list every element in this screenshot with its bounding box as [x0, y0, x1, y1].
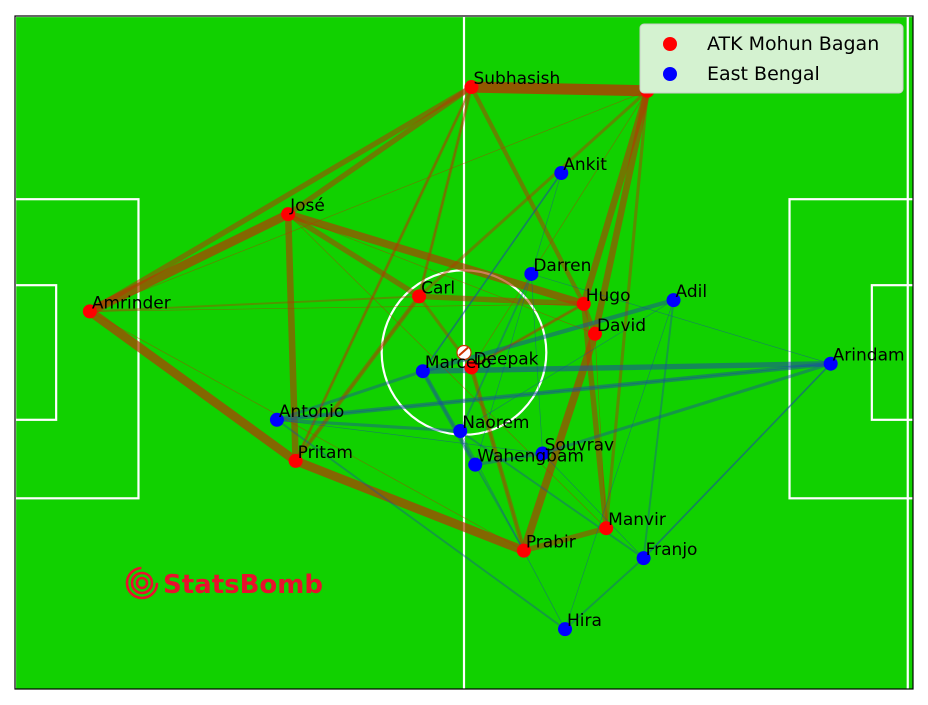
player-label: Hira	[567, 611, 602, 631]
legend-marker	[663, 67, 677, 81]
player-label: Marcelo	[425, 353, 492, 373]
player-label: Antonio	[279, 402, 344, 422]
player-label: Manvir	[608, 510, 666, 530]
player-label: Arindam	[833, 346, 905, 366]
player-label: David	[597, 316, 646, 336]
player-label: Darren	[533, 256, 591, 276]
legend-label: East Bengal	[707, 63, 820, 85]
player-label: Carl	[421, 278, 455, 298]
player-label: Ankit	[563, 155, 607, 175]
legend-label: ATK Mohun Bagan	[707, 33, 879, 55]
legend-marker	[663, 37, 677, 51]
player-label: Wahengbam	[477, 447, 584, 467]
player-label: José	[289, 196, 325, 216]
player-label: Hugo	[586, 286, 631, 306]
player-label: Franjo	[646, 540, 698, 560]
player-label: Prabir	[526, 533, 576, 553]
legend: ATK Mohun Bagan East Bengal	[640, 24, 903, 93]
statsbomb-logo-text: StatsBomb	[163, 570, 323, 600]
player-label: Amrinder	[92, 293, 171, 313]
player-label: Adil	[676, 282, 708, 302]
player-label: Subhasish	[473, 69, 560, 89]
player-label: Pritam	[298, 443, 353, 463]
player-label: Naorem	[462, 413, 529, 433]
